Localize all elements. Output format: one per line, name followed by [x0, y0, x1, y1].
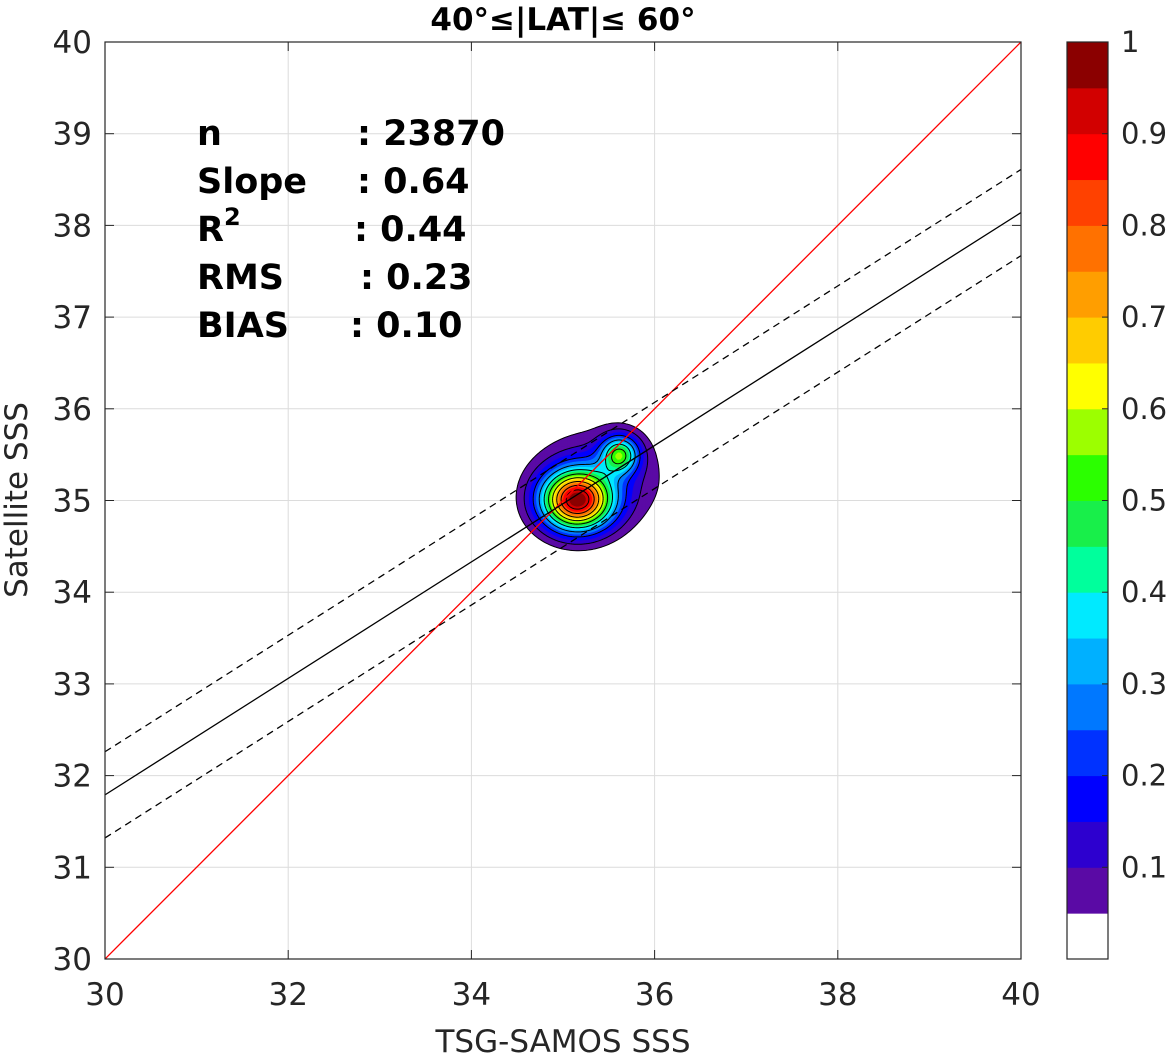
stat-label: BIAS — [197, 306, 289, 346]
y-tick-label: 34 — [53, 575, 92, 611]
colorbar-tick-label: 0.2 — [1121, 759, 1167, 793]
colorbar-swatch — [1067, 271, 1108, 318]
colorbar-swatch — [1067, 87, 1108, 135]
colorbar-swatch — [1067, 775, 1108, 822]
colorbar-swatch — [1067, 362, 1108, 410]
y-tick-label: 38 — [53, 208, 92, 244]
y-tick-label: 33 — [53, 667, 92, 703]
colorbar-tick-label: 1 — [1121, 25, 1139, 59]
y-tick-label: 39 — [53, 117, 92, 153]
colorbar-tick-label: 0.5 — [1121, 484, 1167, 518]
x-tick-label: 38 — [818, 977, 857, 1013]
colorbar-swatch — [1067, 225, 1108, 272]
colorbar-tick-label: 0.4 — [1121, 575, 1167, 609]
stat-value: : 0.64 — [357, 162, 470, 202]
y-tick-label: 40 — [53, 25, 92, 61]
colorbar-tick-label: 0.6 — [1121, 392, 1167, 426]
y-tick-label: 31 — [53, 850, 92, 886]
stat-value: : 0.44 — [354, 210, 467, 250]
colorbar-swatch — [1067, 408, 1108, 456]
regression-line — [105, 212, 1021, 796]
colorbar-swatch — [1067, 317, 1108, 364]
upper-bound-line — [105, 168, 1021, 753]
density-contours — [515, 422, 660, 552]
contour-line — [543, 443, 632, 529]
contour-line — [538, 439, 636, 533]
y-tick-label: 32 — [53, 759, 92, 795]
stat-label: RMS — [197, 258, 284, 298]
one-to-one-line — [105, 42, 1021, 959]
colorbar-swatch — [1067, 913, 1108, 960]
colorbar-swatch — [1067, 821, 1108, 868]
colorbar-tick-label: 0.1 — [1121, 850, 1167, 884]
lower-bound-line — [105, 255, 1021, 839]
y-tick-label: 37 — [53, 300, 92, 336]
colorbar-tick-label: 0.9 — [1121, 117, 1167, 151]
y-tick-label: 36 — [53, 392, 92, 428]
contour-line — [548, 448, 627, 525]
statistics-annotation: n : 23870 Slope : 0.64 R2 : 0.44 RMS : 0.23 BIAS… — [197, 114, 505, 346]
x-tick-label: 34 — [452, 977, 491, 1013]
y-tick-label: 35 — [53, 484, 92, 520]
axis-ticks: 30 32 34 36 38 40 30 31 32 33 34 35 36 37 38 39 40 — [53, 25, 1041, 1013]
colorbar-swatch — [1067, 867, 1108, 914]
contour-line — [523, 428, 649, 545]
chart-title: 40°≤|LAT|≤ 60° — [430, 2, 695, 38]
colorbar-tick-label: 0.3 — [1121, 667, 1167, 701]
colorbar-swatch — [1067, 546, 1108, 593]
y-axis-label: Satellite SSS — [0, 402, 35, 598]
colorbar-swatch — [1067, 133, 1108, 181]
contour-line — [556, 480, 600, 518]
colorbar-swatch — [1067, 179, 1108, 226]
contour-line — [552, 477, 604, 522]
colorbar-swatch — [1067, 42, 1108, 89]
stat-label: R2 — [197, 203, 241, 250]
colorbar: 0.1 0.2 0.3 0.4 0.5 0.6 0.7 0.8 0.9 1 — [1066, 25, 1167, 960]
stat-value: : 0.10 — [350, 306, 463, 346]
colorbar-swatch — [1067, 683, 1108, 731]
colorbar-swatch — [1067, 638, 1108, 685]
x-axis-label: TSG-SAMOS SSS — [435, 1024, 691, 1055]
colorbar-swatch — [1067, 592, 1108, 639]
colorbar-swatch — [1067, 500, 1108, 547]
contour-line — [515, 422, 660, 552]
stat-value: : 0.23 — [360, 258, 473, 298]
reference-lines — [105, 42, 1021, 959]
y-tick-label: 30 — [53, 942, 92, 978]
stat-label: n — [197, 114, 222, 154]
contour-line — [532, 434, 641, 538]
colorbar-tick-label: 0.7 — [1121, 300, 1167, 334]
colorbar-swatch — [1067, 454, 1108, 501]
x-tick-label: 36 — [635, 977, 674, 1013]
colorbar-tick-label: 0.8 — [1121, 208, 1167, 242]
x-tick-label: 40 — [1001, 977, 1040, 1013]
colorbar-swatch — [1067, 729, 1108, 777]
stat-value: : 23870 — [357, 114, 505, 154]
x-tick-label: 30 — [85, 977, 124, 1013]
stat-label: Slope — [197, 162, 307, 202]
x-tick-label: 32 — [268, 977, 307, 1013]
